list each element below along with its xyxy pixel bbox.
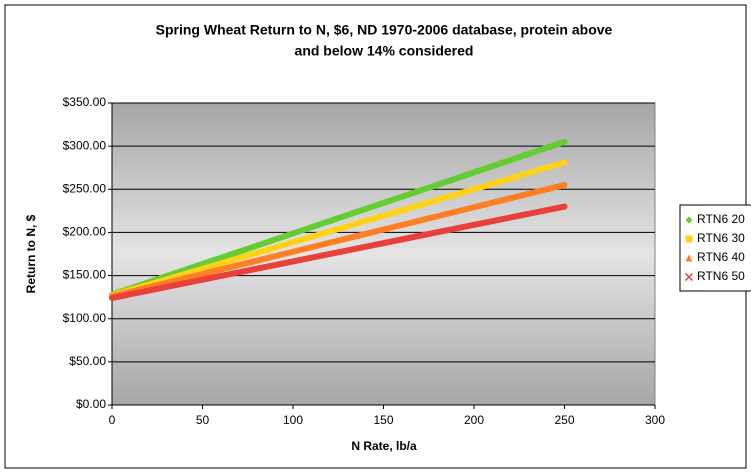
legend-label: RTN6 50 [697, 269, 745, 283]
y-tick-label: $50.00 [69, 354, 106, 368]
series-line [109, 203, 568, 302]
chart-title: Spring Wheat Return to N, $6, ND 1970-20… [156, 22, 613, 38]
legend-marker [684, 272, 694, 282]
y-tick-label: $200.00 [63, 225, 107, 239]
series-line [109, 181, 568, 300]
y-tick-label: $350.00 [63, 95, 107, 109]
legend-marker [685, 216, 693, 224]
plot-area [111, 102, 656, 406]
legend-marker [685, 254, 693, 262]
x-tick-label: 150 [373, 413, 393, 427]
y-axis-title: Return to N, $ [24, 214, 38, 293]
legend-label: RTN6 20 [697, 212, 745, 226]
series-line [109, 138, 568, 298]
y-tick-label: $150.00 [63, 268, 107, 282]
legend-marker [685, 235, 693, 243]
legend-label: RTN6 30 [697, 231, 745, 245]
x-tick-label: 300 [645, 413, 665, 427]
y-tick-label: $100.00 [63, 311, 107, 325]
x-axis-title: N Rate, lb/a [351, 439, 417, 453]
x-tick-label: 0 [109, 413, 116, 427]
x-tick-label: 100 [283, 413, 303, 427]
y-tick-label: $300.00 [63, 138, 107, 152]
x-tick-label: 50 [196, 413, 210, 427]
legend-label: RTN6 40 [697, 250, 745, 264]
y-tick-label: $250.00 [63, 181, 107, 195]
chart-title: and below 14% considered [295, 43, 474, 59]
series-line [109, 159, 568, 299]
x-tick-label: 200 [464, 413, 484, 427]
y-tick-label: $0.00 [76, 397, 106, 411]
x-tick-label: 250 [554, 413, 574, 427]
